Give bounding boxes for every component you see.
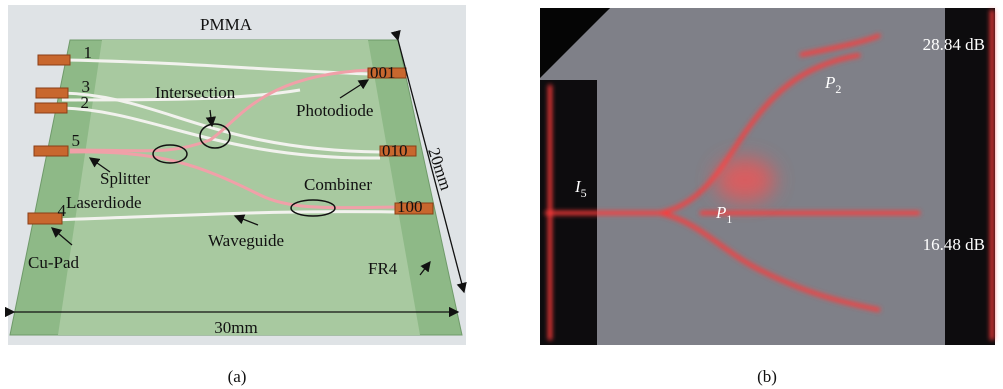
splitter-label: Splitter — [100, 169, 150, 188]
laserdiode-label: Laserdiode — [66, 193, 142, 212]
intersection-label: Intersection — [155, 83, 236, 102]
pad-label: 001 — [370, 63, 396, 82]
waveguide-label: Waveguide — [208, 231, 284, 250]
photodiode-label: Photodiode — [296, 101, 373, 120]
combiner-label: Combiner — [304, 175, 372, 194]
pad-label: 010 — [382, 141, 408, 160]
pad-label: 100 — [397, 197, 423, 216]
bottom-power-label: 16.48 dB — [923, 235, 985, 254]
subscript: 2 — [835, 82, 841, 96]
scatter-glow — [715, 158, 775, 202]
symbol: P — [824, 73, 835, 92]
caption: (b) — [757, 367, 777, 386]
caption: (a) — [228, 367, 247, 386]
panel-b: 28.84 dB 16.48 dB P2 I5 P1 (b) — [540, 8, 995, 386]
subscript: 5 — [581, 186, 587, 200]
width-dimension: 30mm — [214, 318, 257, 337]
pad-label: 5 — [72, 131, 81, 150]
top-power-label: 28.84 dB — [923, 35, 985, 54]
pad-label: 2 — [81, 93, 90, 112]
symbol: P — [715, 203, 726, 222]
subscript: 1 — [726, 212, 732, 226]
figure: PMMA 1 3 2 5 4 001 010 100 Intersection … — [0, 0, 1003, 389]
pad-label: 1 — [84, 43, 93, 62]
cu-pad-label: Cu-Pad — [28, 253, 80, 272]
panel-a: PMMA 1 3 2 5 4 001 010 100 Intersection … — [8, 5, 466, 386]
fr4-label: FR4 — [368, 259, 398, 278]
pmma-label: PMMA — [200, 15, 253, 34]
